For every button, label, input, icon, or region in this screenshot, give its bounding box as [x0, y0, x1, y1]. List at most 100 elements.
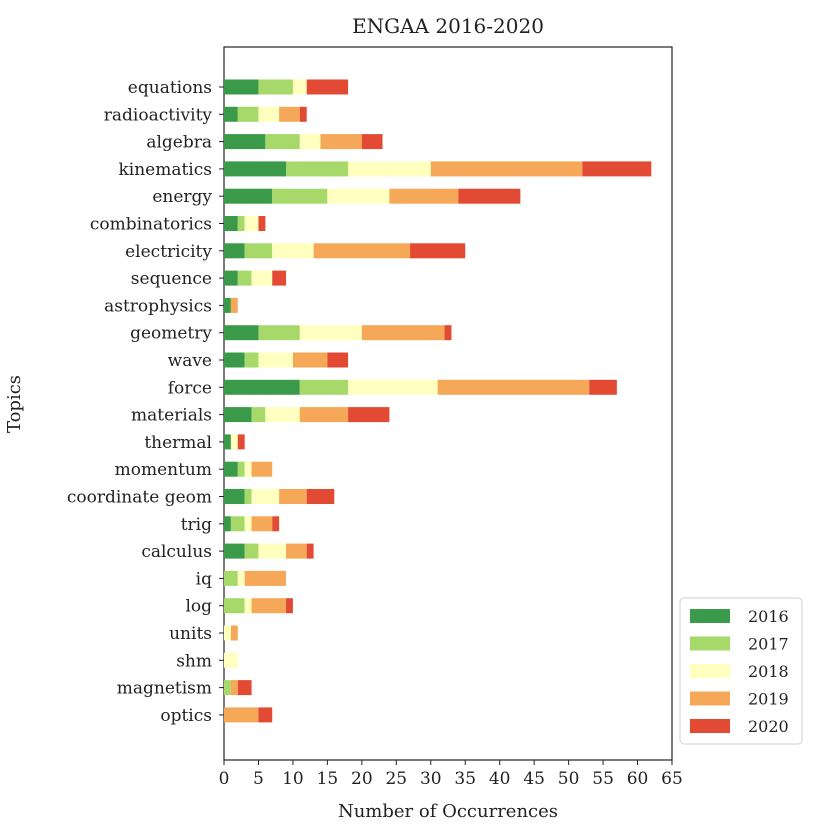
legend-label: 2019	[748, 690, 789, 709]
legend-swatch-2018	[690, 664, 730, 678]
bar-segment-2020	[348, 407, 390, 423]
y-tick-label: optics	[160, 706, 212, 726]
bar-segment-2020	[589, 379, 617, 395]
bar-segment-2018	[237, 570, 245, 586]
y-tick-label: magnetism	[117, 679, 212, 699]
bar-segment-2020	[327, 352, 349, 368]
y-tick-label: combinatorics	[90, 215, 212, 235]
bar-segment-2016	[224, 134, 266, 150]
bar-segment-2016	[224, 216, 238, 231]
bar-segment-2017	[237, 216, 245, 231]
bar-segment-2020	[306, 79, 349, 95]
bar-segment-2016	[224, 79, 259, 95]
bar-segment-2018	[251, 270, 273, 286]
bar-segment-2016	[224, 352, 245, 368]
bar-segment-2020	[237, 434, 245, 450]
bar-segment-2020	[458, 188, 521, 204]
bar-segment-2018	[244, 461, 252, 477]
bar-segment-2019	[389, 188, 459, 204]
y-tick-label: radioactivity	[104, 105, 213, 125]
bar-segment-2019	[292, 352, 328, 368]
bar-segment-2020	[258, 216, 266, 231]
x-tick-label: 20	[351, 769, 373, 789]
bar-segment-2016	[224, 161, 287, 177]
bar-segment-2016	[224, 325, 259, 341]
y-tick-label: algebra	[146, 133, 212, 153]
bar-segment-2017	[258, 79, 293, 95]
y-tick-label: units	[169, 624, 212, 644]
bar-segment-2019	[299, 407, 349, 423]
legend-label: 2016	[748, 607, 789, 626]
bar-segment-2020	[361, 134, 383, 150]
x-tick-label: 15	[317, 769, 339, 789]
bar-segment-2020	[582, 161, 652, 177]
bar-segment-2016	[224, 379, 300, 395]
x-tick-label: 40	[489, 769, 511, 789]
bar-segment-2018	[258, 352, 293, 368]
legend-label: 2020	[748, 717, 789, 736]
bar-segment-2018	[224, 652, 238, 668]
y-tick-label: materials	[131, 406, 212, 426]
bar-segment-2020	[286, 598, 293, 614]
bar-segment-2017	[251, 407, 266, 423]
bar-segment-2019	[361, 325, 445, 341]
bar-segment-2020	[258, 707, 273, 723]
legend-label: 2017	[748, 635, 789, 654]
legend-label: 2018	[748, 662, 789, 681]
x-tick-label: 65	[661, 769, 683, 789]
bar-segment-2017	[224, 570, 238, 586]
bar-segment-2019	[313, 243, 411, 259]
y-tick-label: geometry	[130, 324, 212, 344]
bar-segment-2017	[230, 516, 245, 532]
x-tick-label: 35	[454, 769, 476, 789]
y-tick-label: electricity	[125, 242, 212, 262]
bar-segment-2016	[224, 243, 245, 259]
bar-segment-2018	[224, 625, 231, 641]
plot-frame	[223, 46, 673, 761]
y-tick-label: momentum	[115, 460, 212, 480]
bar-segment-2016	[224, 461, 238, 477]
y-tick-label: equations	[128, 78, 212, 98]
x-tick-label: 5	[253, 769, 264, 789]
y-tick-label: iq	[196, 569, 212, 589]
y-tick-label: log	[185, 597, 212, 617]
y-axis-title: Topics	[4, 375, 25, 433]
y-tick-label: thermal	[144, 433, 212, 453]
bar-segment-2016	[224, 543, 245, 559]
legend-swatch-2019	[690, 691, 730, 706]
bar-segment-2019	[230, 297, 238, 313]
bar-segment-2019	[230, 680, 238, 696]
bar-segment-2018	[299, 134, 321, 150]
legend-swatch-2016	[690, 609, 730, 623]
bar-segment-2018	[251, 489, 280, 504]
bar-segment-2017	[272, 188, 328, 204]
y-tick-label: shm	[176, 651, 212, 671]
bar-segment-2018	[272, 243, 314, 259]
bar-segment-2017	[244, 352, 259, 368]
bar-segment-2018	[230, 434, 238, 450]
bar-segment-2017	[224, 680, 231, 696]
bar-segment-2020	[306, 489, 335, 504]
bar-segment-2020	[306, 543, 314, 559]
bar-segment-2016	[224, 270, 238, 286]
bar-segment-2018	[244, 516, 252, 532]
bar-segment-2019	[279, 106, 300, 122]
y-tick-label: trig	[181, 515, 212, 535]
bar-segment-2018	[265, 407, 300, 423]
bar-segment-2018	[258, 106, 280, 122]
bar-segment-2019	[251, 516, 273, 532]
bar-segment-2016	[224, 434, 231, 450]
bar-segment-2018	[244, 598, 252, 614]
bar-segment-2020	[272, 516, 280, 532]
bar-segment-2019	[251, 461, 273, 477]
legend-swatch-2020	[690, 719, 730, 733]
y-tick-label: wave	[168, 351, 212, 371]
bar-segment-2018	[299, 325, 362, 341]
bar-segment-2017	[258, 325, 300, 341]
bar-segment-2016	[224, 106, 238, 122]
bar-segment-2019	[320, 134, 362, 150]
x-tick-label: 55	[592, 769, 614, 789]
x-tick-label: 0	[219, 769, 230, 789]
bar-segment-2020	[272, 270, 287, 286]
